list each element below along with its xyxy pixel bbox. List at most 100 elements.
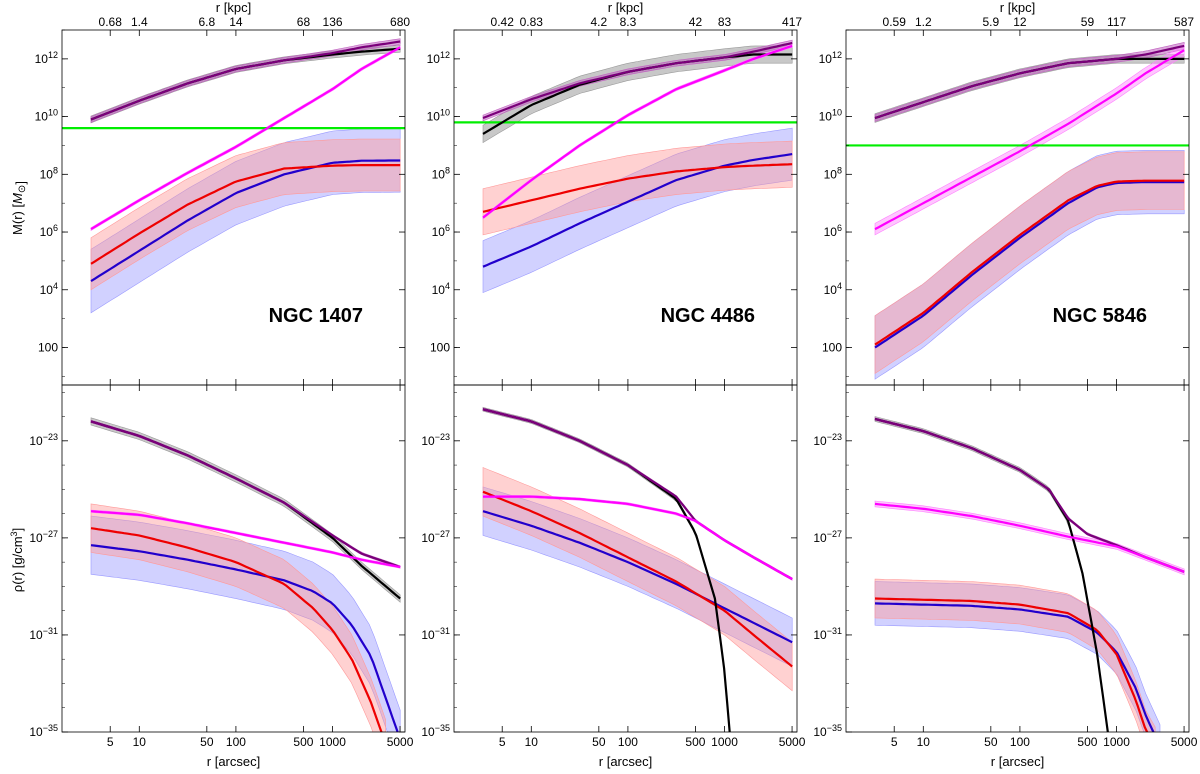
kpc-tick-label: 0.59 [883,15,907,29]
x-tick-label: 5 [891,735,898,749]
gas-band [90,509,401,569]
y-tick-label: 10−31 [813,626,842,642]
stars-line [90,420,401,569]
gas-line [90,510,401,569]
y-tick-label: 108 [824,165,842,181]
galaxy-label: NGC 4486 [661,305,756,327]
kpc-tick-label: 4.2 [590,15,607,29]
kpc-tick-label: 417 [782,15,802,29]
kpc-tick-label: 0.42 [491,15,515,29]
gas-line [874,502,1185,573]
total-band [90,417,401,603]
total-band [90,44,401,124]
density-plot: 10−23 10−27 10−31 10−35 5 10 50 100 500 1000 5000 [813,384,1198,749]
total-band [874,416,1109,732]
y-tick-label: 10−35 [421,723,450,739]
dm_a-line [482,490,793,668]
dm_b-band [90,128,401,314]
x-tick-label: 1000 [1103,735,1130,749]
x-tick-label: 5000 [387,735,414,749]
y-tick-label: 104 [432,281,450,297]
total-band [874,54,1185,123]
y-tick-label: 100 [430,340,450,354]
mass-series-group [454,39,797,294]
bottom-axis-label: r [arcsec] [991,754,1044,769]
y-tick-label: 108 [432,165,450,181]
dm_b-band [90,515,401,732]
dm_b-line [90,159,401,283]
dm_b-line [90,544,399,732]
y-tick-label: 104 [40,281,58,297]
y-tick-label: 10−27 [29,529,58,545]
y-tick-label: 10−23 [421,432,450,448]
density-series-group [90,417,401,732]
gas-band [482,495,793,581]
kpc-tick-label: 680 [390,15,410,29]
kpc-tick-label: 42 [689,15,703,29]
density-series-group [482,406,793,732]
x-tick-label: 5000 [1171,735,1198,749]
x-tick-label: 50 [592,735,606,749]
dm_a-band [874,578,1156,732]
kpc-tick-label: 117 [1107,15,1126,29]
kpc-tick-label: 68 [297,15,311,29]
dm_b-line [482,510,793,644]
bottom-axis-label: r [arcsec] [599,754,652,769]
x-tick-label: 100 [618,735,638,749]
x-tick-label: 1000 [711,735,738,749]
gas-line [483,495,793,581]
kpc-tick-label: 0.83 [520,15,544,29]
y-tick-label: 100 [38,340,58,354]
y-tick-label: 1010 [427,108,450,124]
x-tick-label: 500 [293,735,313,749]
stars-line [90,40,401,121]
stars-line [874,417,1185,573]
dm_a-band [874,151,1185,375]
gas-line [482,44,793,219]
dm_a-band [90,138,401,291]
total-line [90,47,401,121]
gas-band [874,500,1185,576]
galaxy-label: NGC 5846 [1053,305,1148,327]
y-tick-label: 10−35 [813,723,842,739]
y-tick-label: 10−27 [421,529,450,545]
y-tick-label: 10−27 [813,529,842,545]
density-frame [453,384,798,733]
mass-plot: 100 104 106 108 1010 1012 0.68 1.4 6.8 14 68 136 680 [35,15,410,386]
y-tick-label: 108 [40,165,58,181]
y-tick-label: 1010 [819,108,842,124]
density-plot: 10−23 10−27 10−31 10−35 5 10 50 100 500 1000 5000 [421,384,806,749]
dm_b-line [874,181,1185,349]
density-series-group [874,416,1185,732]
density-axis-label: ρ(r) [g/cm3] [9,528,25,592]
bottom-axis-label: r [arcsec] [207,754,260,769]
total-band [482,406,731,732]
gas-line [874,49,1185,231]
kpc-tick-label: 12 [1013,15,1027,29]
y-tick-label: 100 [822,340,842,354]
x-tick-label: 10 [133,735,147,749]
mass-axis-label: M(r) [M⊙] [10,181,28,235]
density-frame [61,384,406,733]
dm_a-line [90,164,401,265]
kpc-tick-label: 83 [718,15,732,29]
stars-line [482,41,793,120]
y-tick-label: 10−31 [29,626,58,642]
panel-ngc-1407: 100 104 106 108 1010 1012 0.68 1.4 6.8 14 68 136 680… [29,0,413,769]
y-tick-label: 1012 [819,50,842,66]
x-tick-label: 1000 [319,735,346,749]
total-line [874,417,1109,732]
y-tick-label: 104 [824,281,842,297]
kpc-tick-label: 136 [323,15,343,29]
kpc-tick-label: 6.8 [198,15,215,29]
kpc-tick-label: 1.4 [131,15,148,29]
mass-plot: 100 104 106 108 1010 1012 0.59 1.2 5.9 12 59 117 587 [819,15,1194,386]
dm_a-band [482,467,793,692]
dm_a-band [482,140,793,236]
density-plot: 10−23 10−27 10−31 10−35 5 10 50 100 500 1000 5000 [29,384,414,749]
x-tick-label: 5000 [779,735,806,749]
x-tick-label: 500 [1077,735,1097,749]
dm_b-line [482,153,793,268]
x-tick-label: 10 [525,735,539,749]
